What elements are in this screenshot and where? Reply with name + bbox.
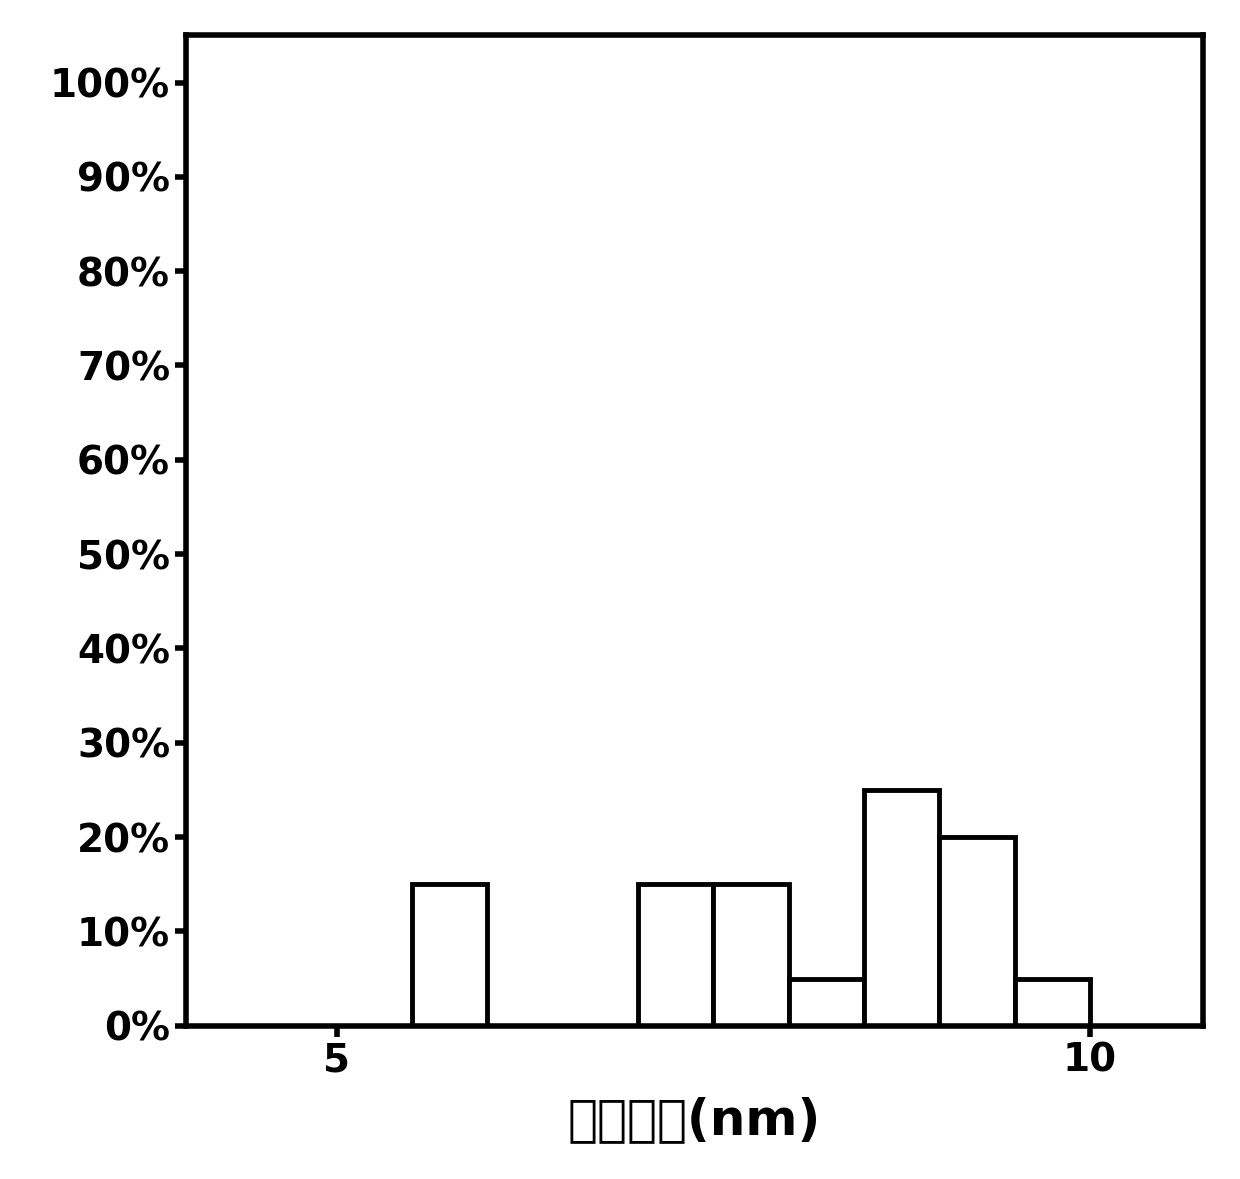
Bar <box>412 884 487 1026</box>
Bar <box>864 790 939 1026</box>
X-axis label: 外径分布(nm): 外径分布(nm) <box>568 1096 821 1145</box>
Bar <box>939 837 1014 1026</box>
Bar <box>1014 979 1090 1026</box>
Bar <box>713 884 789 1026</box>
Bar <box>789 979 864 1026</box>
Bar <box>637 884 713 1026</box>
